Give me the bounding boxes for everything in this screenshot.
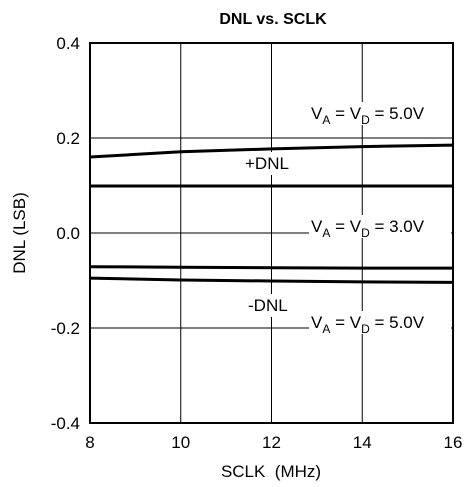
plot-frame xyxy=(89,42,454,424)
y-tick-label: 0.4 xyxy=(56,34,80,53)
annotation-background xyxy=(309,311,451,334)
annotation-top-cond: VA = VD = 5.0V xyxy=(311,104,425,127)
annotation-pos-dnl: +DNL xyxy=(245,154,289,173)
y-tick-label: 0.2 xyxy=(56,129,80,148)
y-tick-label: 0.0 xyxy=(56,224,80,243)
x-tick-label: 12 xyxy=(262,433,281,452)
series-line-4 xyxy=(89,276,454,284)
x-tick-labels: 8 10 12 14 16 xyxy=(85,433,462,452)
y-tick-label: -0.4 xyxy=(51,414,80,433)
series-line-1 xyxy=(89,143,454,159)
series-lines xyxy=(89,143,454,284)
x-tick-label: 8 xyxy=(85,433,94,452)
y-axis-label: DNL (LSB) xyxy=(10,192,29,274)
chart-title: DNL vs. SCLK xyxy=(219,11,327,28)
annotation-background xyxy=(309,215,451,238)
annotation-background xyxy=(246,294,298,317)
annotation-background xyxy=(309,102,451,125)
x-tick-label: 14 xyxy=(353,433,372,452)
x-tick-label: 10 xyxy=(171,433,190,452)
x-tick-label: 16 xyxy=(444,433,463,452)
series-line-3 xyxy=(89,265,453,270)
y-tick-labels: -0.4 -0.2 0.0 0.2 0.4 xyxy=(51,34,80,433)
annotation-mid-cond: VA = VD = 3.0V xyxy=(311,217,425,240)
annotation-background xyxy=(243,152,301,175)
annotation-bot-cond: VA = VD = 5.0V xyxy=(311,313,425,336)
annotation-neg-dnl: -DNL xyxy=(248,296,288,315)
y-tick-label: -0.2 xyxy=(51,319,80,338)
annotations: VA = VD = 5.0V +DNL VA = VD = 3.0V -DNL VA =… xyxy=(243,102,451,336)
x-axis-label: SCLK (MHz) xyxy=(221,462,321,481)
